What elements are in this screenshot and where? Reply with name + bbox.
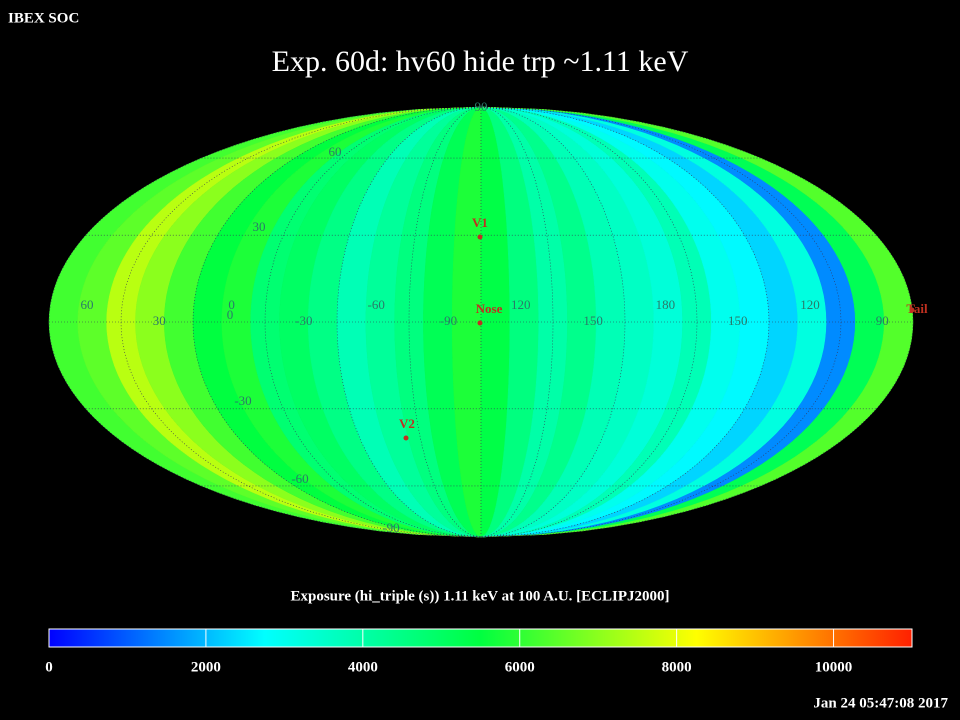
map-title: Exp. 60d: hv60 hide trp ~1.11 keV — [272, 45, 689, 78]
marker-label: Tail — [906, 301, 928, 316]
latitude-label: 30 — [253, 219, 266, 234]
latitude-label: -60 — [291, 471, 308, 486]
longitude-label: 90 — [876, 313, 889, 328]
marker-dot — [403, 435, 409, 441]
marker-dot — [477, 234, 483, 240]
meridian — [480, 106, 554, 538]
meridian — [480, 106, 698, 538]
colorbar-tick-label: 10000 — [815, 659, 853, 675]
longitude-label: 30 — [153, 313, 166, 328]
colorbar-tick-label: 8000 — [662, 659, 692, 675]
longitude-label: 150 — [728, 313, 748, 328]
meridian — [480, 106, 842, 538]
latitude-label: -30 — [234, 393, 251, 408]
longitude-label: 60 — [81, 297, 94, 312]
colorbar-tick-label: 0 — [45, 659, 53, 675]
marker-label: V2 — [399, 416, 415, 431]
colorbar-tick-label: 4000 — [348, 659, 378, 675]
longitude-label: -30 — [295, 313, 312, 328]
colorbar-tick-label: 2000 — [191, 659, 221, 675]
meridian — [408, 106, 482, 538]
map: 90 60 30 0 -30 -60 -90 60 30 0 -30 -60 -90 120 150 180 1… — [48, 99, 928, 538]
longitude-label: 0 — [228, 297, 235, 312]
marker-dot — [477, 320, 483, 326]
colorbar-label: Exposure (hi_triple (s)) 1.11 keV at 100… — [290, 588, 669, 604]
timestamp: Jan 24 05:47:08 2017 — [813, 695, 948, 711]
latitude-label: 0 — [227, 307, 234, 322]
longitude-label: -60 — [368, 297, 385, 312]
meridian — [264, 106, 482, 538]
latitude-label: 90 — [475, 99, 488, 114]
colorbar — [48, 628, 913, 648]
marker-dot — [909, 307, 915, 313]
meridian — [480, 106, 914, 538]
colorbar-tick-label: 6000 — [505, 659, 535, 675]
colorbar-ticks: 0 2000 4000 6000 8000 10000 — [45, 629, 852, 675]
longitude-label: -90 — [440, 313, 457, 328]
marker-label: Nose — [476, 301, 503, 316]
longitude-label: 120 — [800, 297, 820, 312]
longitude-label: 150 — [583, 313, 603, 328]
meridian — [120, 106, 482, 538]
marker-label: V1 — [472, 215, 488, 230]
longitude-label: 180 — [656, 297, 676, 312]
latitude-label: -90 — [382, 520, 399, 535]
org-label: IBEX SOC — [8, 10, 79, 26]
latitude-label: 60 — [329, 144, 342, 159]
longitude-label: 120 — [511, 297, 531, 312]
